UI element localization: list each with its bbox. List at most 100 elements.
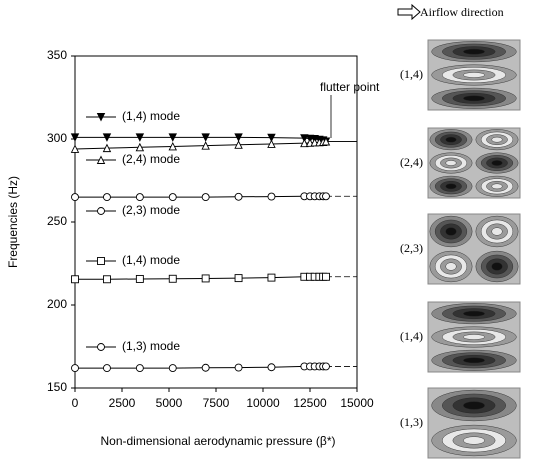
y-axis-title: Frequencies (Hz) [6, 176, 20, 268]
marker [234, 363, 243, 372]
marker [234, 274, 243, 283]
marker [267, 273, 276, 282]
marker [135, 142, 145, 152]
mode-lobe [491, 136, 503, 143]
series-line [75, 195, 326, 198]
mode-shape [427, 127, 521, 199]
mode-lobe [445, 262, 457, 271]
series-line [75, 136, 327, 142]
x-tick-label: 0 [72, 396, 79, 410]
marker [168, 364, 177, 373]
marker [135, 274, 144, 283]
marker [322, 362, 330, 371]
y-tick-label: 150 [47, 380, 67, 394]
mode-lobe [463, 401, 485, 410]
marker [71, 364, 79, 373]
mode-lobe [445, 227, 457, 236]
marker [168, 133, 177, 142]
marker [201, 193, 210, 202]
marker [71, 275, 79, 284]
marker [321, 136, 331, 146]
mode-lobe [445, 160, 457, 166]
marker [135, 133, 145, 142]
airflow-arrow [397, 3, 421, 21]
legend-label: (2,3) mode [122, 203, 180, 217]
x-tick-label: 2500 [109, 396, 136, 410]
marker [267, 192, 276, 201]
marker [71, 193, 79, 202]
mode-lobe [463, 334, 485, 340]
mode-shape-label: (1,4) [400, 329, 423, 343]
marker [322, 272, 330, 281]
mode-shape [427, 387, 521, 459]
marker [300, 134, 309, 143]
mode-lobe [491, 262, 503, 271]
mode-shape [427, 301, 521, 373]
marker [234, 192, 243, 201]
mode-lobe [463, 48, 485, 55]
mode-shape-label: (1,4) [400, 67, 423, 81]
legend-marker [97, 257, 105, 265]
mode-lobe [463, 310, 485, 317]
marker [201, 141, 210, 150]
legend-label: (1,4) mode [122, 253, 180, 267]
legend-marker [97, 343, 105, 351]
marker [267, 363, 276, 372]
mode-lobe [491, 160, 503, 166]
annotation: flutter point [320, 80, 380, 94]
y-tick-label: 350 [47, 48, 67, 62]
legend-label: (1,3) mode [122, 339, 180, 353]
plot-frame [74, 55, 358, 389]
mode-lobe [445, 136, 457, 143]
mode-lobe [445, 183, 457, 190]
marker [267, 133, 276, 143]
x-tick-label: 7500 [203, 396, 230, 410]
mode-lobe [463, 357, 485, 364]
mode-shape [427, 213, 521, 285]
y-tick-label: 300 [47, 131, 67, 145]
marker [102, 143, 112, 153]
legend-label: (2,4) mode [122, 152, 180, 166]
legend-marker [96, 113, 106, 122]
marker [168, 274, 177, 283]
marker [267, 139, 276, 148]
mode-shape-label: (2,3) [400, 241, 423, 255]
marker [135, 364, 144, 373]
marker [168, 141, 177, 151]
x-tick-label: 10000 [246, 396, 280, 410]
marker [201, 133, 210, 142]
marker [70, 133, 80, 142]
series-line [75, 276, 326, 280]
series-line [75, 365, 326, 369]
series-line [74, 140, 327, 150]
marker [103, 275, 111, 284]
marker [201, 363, 210, 372]
y-tick-label: 250 [47, 214, 67, 228]
mode-lobe [463, 95, 485, 102]
mode-lobe [463, 72, 485, 78]
mode-shape-label: (2,4) [400, 155, 423, 169]
mode-lobe [463, 436, 485, 445]
marker [168, 193, 177, 202]
x-tick-label: 5000 [156, 396, 183, 410]
marker [102, 133, 112, 142]
mode-lobe [491, 227, 503, 236]
marker [300, 138, 309, 148]
mode-shape [427, 39, 521, 111]
mode-lobe [491, 183, 503, 190]
x-axis-title: Non-dimensional aerodynamic pressure (β*… [100, 434, 335, 448]
side-panel-title: Airflow direction [420, 5, 504, 19]
marker [201, 274, 210, 283]
marker [234, 140, 243, 149]
marker [234, 133, 243, 142]
x-tick-label: 15000 [340, 396, 374, 410]
marker [135, 193, 144, 202]
legend-marker [97, 207, 105, 215]
marker [70, 144, 80, 153]
y-tick-label: 200 [47, 297, 67, 311]
legend-label: (1,4) mode [122, 109, 180, 123]
mode-shape-label: (1,3) [400, 415, 423, 429]
legend-marker [96, 155, 106, 164]
marker [103, 193, 111, 202]
